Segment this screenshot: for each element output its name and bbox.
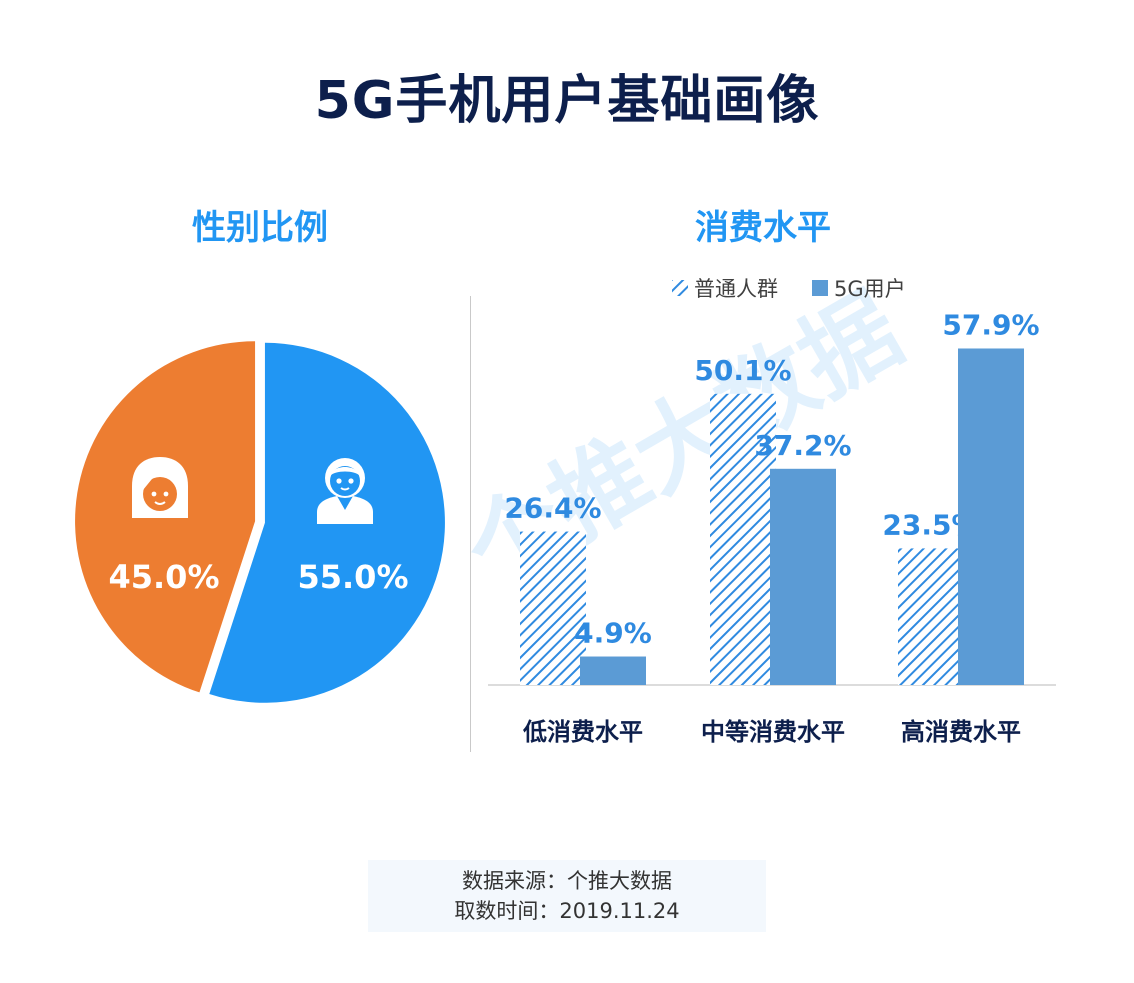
- legend-label-5g: 5G用户: [834, 277, 906, 301]
- bar-label-medium-general: 50.1%: [694, 354, 791, 387]
- gender-pie-chart: 45.0% 55.0%: [75, 341, 445, 703]
- bar-label-high-5g: 57.9%: [942, 308, 1039, 341]
- pie-label-female: 45.0%: [108, 558, 219, 596]
- category-label-low: 低消费水平: [522, 718, 643, 746]
- bar-medium-5g: [770, 468, 836, 685]
- category-label-medium: 中等消费水平: [701, 718, 845, 746]
- legend-swatch-general: [672, 280, 688, 296]
- legend-swatch-5g: [812, 280, 828, 296]
- legend-label-general: 普通人群: [694, 277, 778, 301]
- category-label-high: 高消费水平: [901, 718, 1021, 746]
- data-date-text: 取数时间：2019.11.24: [454, 899, 680, 923]
- bar-label-low-general: 26.4%: [504, 492, 601, 525]
- female-avatar-icon: [132, 457, 188, 518]
- bar-high-general: [898, 548, 964, 685]
- pie-label-male: 55.0%: [297, 558, 408, 596]
- consumption-level-title: 消费水平: [695, 208, 831, 248]
- consumption-bar-chart: 26.4%4.9%低消费水平50.1%37.2%中等消费水平23.5%57.9%…: [488, 308, 1056, 746]
- bar-medium-general: [710, 393, 776, 685]
- bar-label-medium-5g: 37.2%: [754, 429, 851, 462]
- male-avatar-icon: [317, 458, 373, 524]
- data-source-text: 数据来源：个推大数据: [462, 869, 672, 893]
- source-box: 数据来源：个推大数据 取数时间：2019.11.24: [368, 860, 766, 932]
- section-divider: [470, 296, 471, 752]
- bar-low-general: [520, 531, 586, 685]
- bar-legend: 普通人群 5G用户: [672, 277, 906, 301]
- gender-ratio-title: 性别比例: [192, 208, 328, 248]
- bar-label-low-5g: 4.9%: [574, 617, 652, 650]
- bar-low-5g: [580, 656, 646, 685]
- bar-high-5g: [958, 348, 1024, 685]
- page-title: 5G手机用户基础画像: [314, 71, 820, 131]
